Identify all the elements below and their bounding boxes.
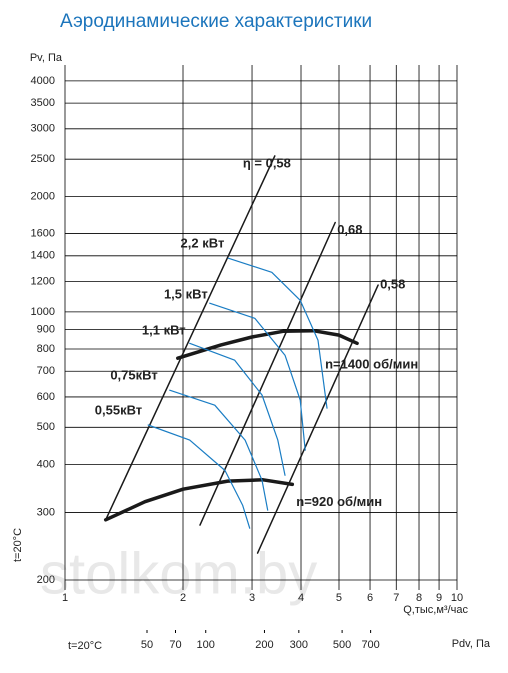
x-axis-label: Q,тыс,м³/час <box>403 604 468 616</box>
series-label: n=1400 об/мин <box>325 357 418 372</box>
x2-axis-label: Pdv, Па <box>452 638 491 650</box>
series-label: η = 0,58 <box>243 155 291 170</box>
y-tick-label: 3500 <box>31 97 55 109</box>
y-tick-label: 2500 <box>31 153 55 165</box>
series-line <box>147 424 251 529</box>
series-line <box>209 302 306 451</box>
y-tick-label: 500 <box>37 421 55 433</box>
x-tick-label: 10 <box>451 592 463 604</box>
series-label: 2,2 кВт <box>181 236 225 251</box>
x-tick-label: 8 <box>416 592 422 604</box>
x-tick-label: 3 <box>249 592 255 604</box>
x-tick-label: 1 <box>62 592 68 604</box>
y-tick-label: 1200 <box>31 275 55 287</box>
x-tick-label: 4 <box>298 592 304 604</box>
x2-tick-label: 700 <box>361 639 379 651</box>
y-tick-label: 900 <box>37 323 55 335</box>
series-line <box>104 155 276 521</box>
x2-tick-label: 100 <box>197 639 215 651</box>
watermark: stolkom.by <box>40 541 317 606</box>
y-axis-label: Pv, Па <box>30 52 63 64</box>
y-tick-label: 1400 <box>31 250 55 262</box>
series-line <box>176 328 359 360</box>
series-line <box>189 342 286 476</box>
x-tick-label: 7 <box>393 592 399 604</box>
y-tick-label: 800 <box>37 343 55 355</box>
series-label: 0,55кВт <box>95 402 142 417</box>
y-tick-label: 2000 <box>31 190 55 202</box>
x2-note: t=20°C <box>68 640 102 652</box>
x-tick-label: 5 <box>336 592 342 604</box>
series-line <box>199 221 336 526</box>
x2-tick-label: 70 <box>169 639 181 651</box>
y-tick-label: 300 <box>37 506 55 518</box>
y-tick-label: 4000 <box>31 75 55 87</box>
x2-tick-label: 500 <box>333 639 351 651</box>
y-tick-label: 700 <box>37 365 55 377</box>
chart-title: Аэродинамические характеристики <box>60 11 372 32</box>
y-tick-label: 400 <box>37 458 55 470</box>
series-line <box>256 284 379 554</box>
x2-tick-label: 300 <box>290 639 308 651</box>
side-note: t=20°C <box>12 528 24 562</box>
x-tick-label: 9 <box>436 592 442 604</box>
y-tick-label: 1000 <box>31 306 55 318</box>
series-label: 1,5 кВт <box>164 287 208 302</box>
series-line <box>169 389 269 511</box>
y-tick-label: 600 <box>37 391 55 403</box>
series-line <box>103 478 295 522</box>
y-tick-label: 1600 <box>31 227 55 239</box>
y-tick-label: 200 <box>37 574 55 586</box>
y-tick-label: 3000 <box>31 123 55 135</box>
series-line <box>227 257 328 409</box>
series-label: 0,68 <box>337 222 362 237</box>
x-tick-label: 2 <box>180 592 186 604</box>
series-label: 0,58 <box>380 277 405 292</box>
series-label: 0,75кВт <box>110 368 157 383</box>
x2-tick-label: 50 <box>141 639 153 651</box>
series-label: n=920 об/мин <box>296 494 382 509</box>
series-label: 1,1 кВт <box>142 323 186 338</box>
x-tick-label: 6 <box>367 592 373 604</box>
x2-tick-label: 200 <box>255 639 273 651</box>
